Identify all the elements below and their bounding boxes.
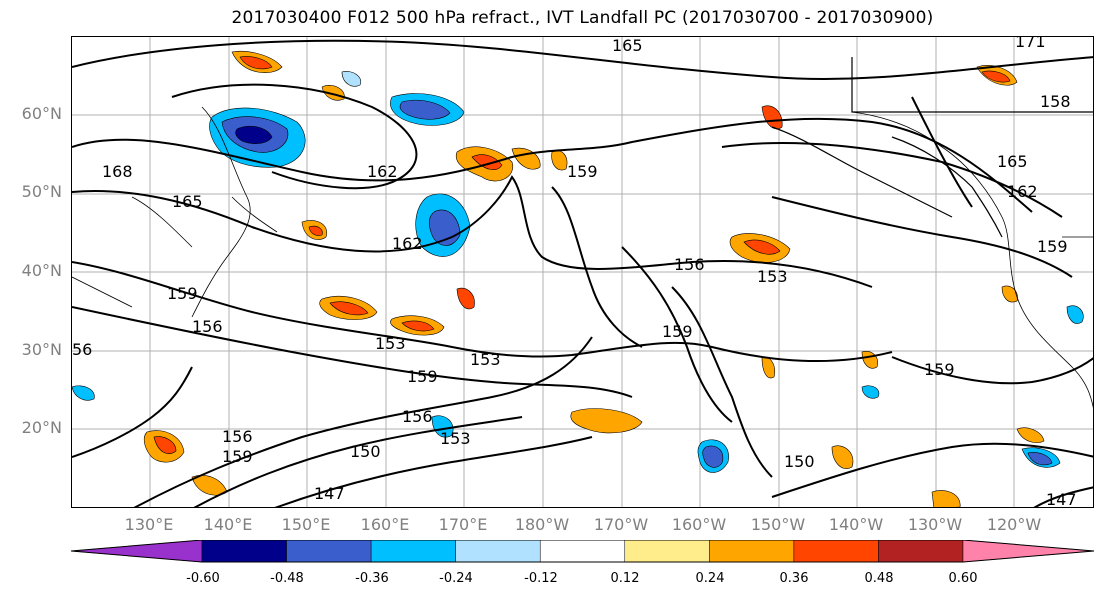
- colorbar-segment: [201, 540, 287, 563]
- contour-label: 153: [470, 350, 501, 369]
- contour-label: 165: [612, 37, 643, 55]
- contour-label: 150: [350, 442, 381, 461]
- colorbar-segment: [370, 540, 456, 563]
- positive-anomaly-fills: [143, 50, 1045, 507]
- contour-label: 147: [314, 484, 345, 503]
- lon-label-170e: 170°E: [438, 515, 488, 534]
- contour-label: 159: [1037, 237, 1068, 256]
- contour-label: 159: [222, 447, 253, 466]
- lon-label-150e: 150°E: [281, 515, 331, 534]
- colorbar-tick: -0.24: [439, 571, 473, 586]
- lon-label-140w: 140°W: [828, 515, 884, 534]
- colorbar-segment: [709, 540, 795, 563]
- lat-label-40n: 40°N: [21, 261, 62, 280]
- contour-label: 159: [924, 360, 955, 379]
- contour-label: 147: [1046, 490, 1077, 508]
- colorbar-segment: [793, 540, 879, 563]
- colorbar-segment: [455, 540, 541, 563]
- contour-lines-thin: [771, 57, 1093, 238]
- colorbar-tick: 0.36: [779, 571, 809, 586]
- colorbar-segment: [878, 540, 964, 563]
- map-panel[interactable]: 165 171 158 168 165 162 159 162 165 162 …: [71, 36, 1094, 508]
- contour-label: 156: [192, 317, 223, 336]
- lat-label-30n: 30°N: [21, 340, 62, 359]
- lon-label-150w: 150°W: [750, 515, 806, 534]
- colorbar: [70, 540, 1095, 563]
- colorbar-tick: -0.48: [270, 571, 304, 586]
- graticule: [72, 37, 1093, 507]
- colorbar-tick: -0.60: [186, 571, 220, 586]
- contour-label: 159: [662, 322, 693, 341]
- colorbar-tick: 0.48: [864, 571, 894, 586]
- contour-label: 153: [375, 334, 406, 353]
- contour-label: 162: [367, 162, 398, 181]
- contour-label: 159: [167, 284, 198, 303]
- lon-label-160e: 160°E: [360, 515, 410, 534]
- contour-label: 162: [1007, 182, 1038, 201]
- lat-label-50n: 50°N: [21, 182, 62, 201]
- contour-label: 156: [402, 407, 433, 426]
- contour-label: 162: [392, 234, 423, 253]
- contour-label: 156: [222, 427, 253, 446]
- lon-label-160w: 160°W: [671, 515, 727, 534]
- contour-lines: [72, 39, 1093, 507]
- contour-label: 171: [1015, 37, 1046, 51]
- colorbar-segment: [286, 540, 372, 563]
- lon-label-130w: 130°W: [907, 515, 963, 534]
- lon-label-180w: 180°W: [514, 515, 570, 534]
- colorbar-tick: 0.60: [948, 571, 978, 586]
- contour-label: 156: [674, 255, 705, 274]
- contour-label: 165: [997, 152, 1028, 171]
- colorbar-extend-min: [70, 540, 203, 563]
- coastlines: [72, 106, 1093, 409]
- colorbar-outline: [70, 540, 1095, 563]
- map-title: 2017030400 F012 500 hPa refract., IVT La…: [231, 8, 934, 28]
- colorbar-segment: [539, 540, 626, 563]
- colorbar-segment: [624, 540, 710, 563]
- map-canvas: 165 171 158 168 165 162 159 162 165 162 …: [72, 37, 1093, 508]
- contour-label: 153: [757, 267, 788, 286]
- colorbar-tick: -0.12: [524, 571, 558, 586]
- contour-label: 150: [784, 452, 815, 471]
- colorbar-tick: 0.24: [695, 571, 725, 586]
- colorbar-tick: -0.36: [355, 571, 389, 586]
- lon-label-120w: 120°W: [986, 515, 1042, 534]
- colorbar-segments: [70, 540, 1095, 563]
- lon-label-130e: 130°E: [124, 515, 174, 534]
- contour-label: 56: [72, 340, 92, 359]
- contour-label: 159: [407, 367, 438, 386]
- lat-label-20n: 20°N: [21, 418, 62, 437]
- contour-label: 165: [172, 192, 203, 211]
- colorbar-tick: 0.12: [610, 571, 640, 586]
- contour-label-group: 165 171 158 168 165 162 159 162 165 162 …: [72, 37, 1077, 508]
- negative-anomaly-fills: [72, 71, 1084, 473]
- contour-label: 159: [567, 162, 598, 181]
- contour-label: 168: [102, 162, 133, 181]
- lon-label-170w: 170°W: [593, 515, 649, 534]
- contour-label: 153: [440, 429, 471, 448]
- contour-label: 158: [1040, 92, 1071, 111]
- lon-label-140e: 140°E: [203, 515, 253, 534]
- colorbar-extend-max: [962, 540, 1095, 563]
- lat-label-60n: 60°N: [21, 104, 62, 123]
